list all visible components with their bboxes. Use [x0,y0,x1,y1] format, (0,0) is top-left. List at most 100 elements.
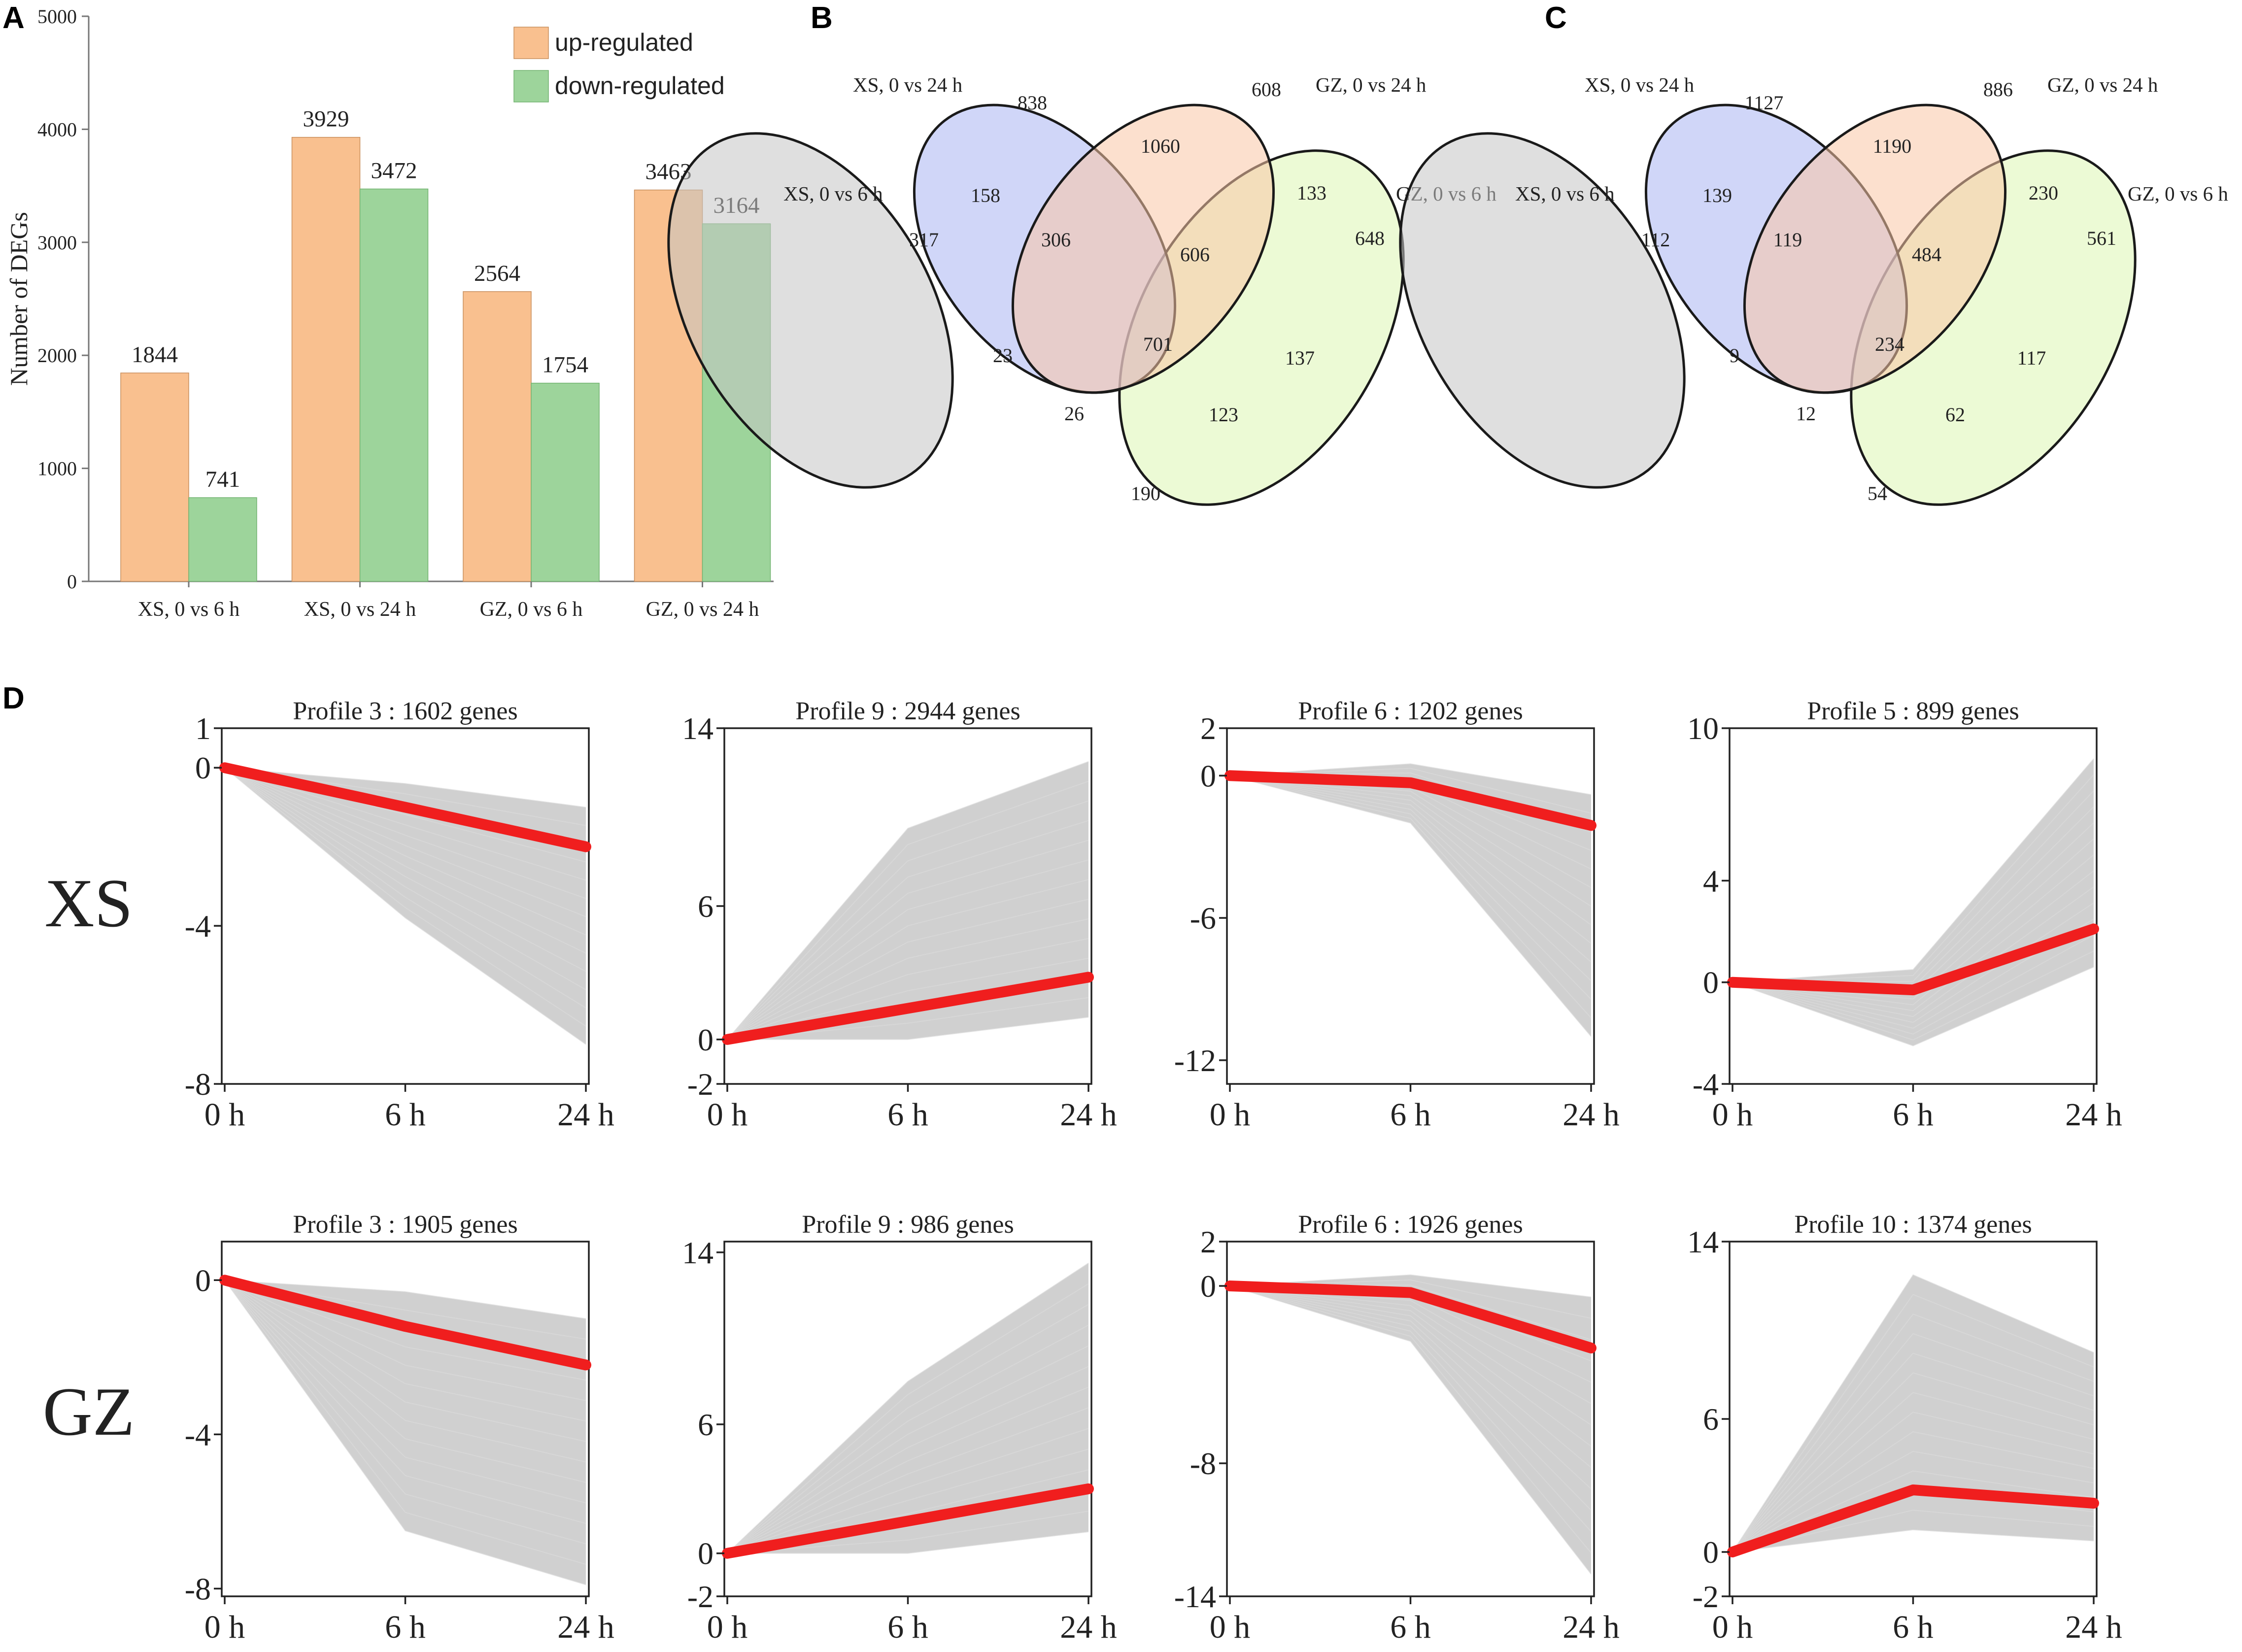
venn-region-count: 1127 [1745,92,1784,114]
venn-set-label: GZ, 0 vs 24 h [1316,73,1426,96]
gene-trajectory-line [224,1280,586,1585]
profile-chart: Profile 6 : 1202 genes 2 0 -6 -12 0 h 6 h 24 h [1174,697,1620,1133]
profile-title: Profile 3 : 1602 genes [293,697,517,725]
panel-letter-d: D [2,681,25,715]
venn-region-count: 62 [1945,404,1965,426]
gene-trajectory-line [727,918,1089,1040]
bar-down-regulated [531,382,600,582]
profile-chart: Profile 6 : 1926 genes 2 0 -8 -140 h 6 h 24 h [1174,1211,1620,1645]
gene-trajectory-line [224,1280,586,1524]
y-tick-label: 0 [195,1263,211,1298]
venn-region-count: 23 [993,344,1013,367]
venn-region-count: 606 [1180,243,1210,266]
gene-trajectory-line [1732,1510,2094,1552]
bar-value-label: 2564 [474,261,520,286]
gene-trajectory-line [224,1280,586,1381]
x-tick-label: 0 h [1210,1609,1251,1645]
bar-down-regulated [359,188,429,582]
gene-trajectory-line [1229,1285,1592,1532]
x-tick-label: 6 h [1893,1609,1934,1645]
gene-trajectory-line [224,767,586,954]
gene-trajectory-line [727,899,1089,1040]
mean-profile-line [722,972,1094,1045]
gene-trajectory-line [1732,870,2094,1011]
gene-trajectory-line [1732,1431,2094,1552]
gene-trajectory-line [224,767,586,1027]
bar-value-label: 3929 [303,106,349,132]
gene-trajectory-line [1229,775,1592,1000]
y-tick-label: 0 [698,1022,713,1057]
gene-trajectory-line [224,1280,586,1422]
y-tick-label: 4000 [37,118,77,140]
x-tick-label: 6 h [887,1609,928,1645]
y-tick-label: 1 [195,711,211,746]
gene-trajectory-line [1229,775,1592,944]
gene-trajectory-line [727,1449,1089,1554]
y-tick-label: 2000 [37,344,77,367]
gene-profile-envelope [1732,758,2094,1046]
venn-region-count: 137 [1285,347,1315,369]
x-tick-label: XS, 0 vs 24 h [304,598,416,621]
gene-trajectory-line [224,1280,586,1565]
gene-trajectory-line [727,879,1089,1040]
y-tick-label: -2 [687,1067,713,1102]
venn-set-label: XS, 0 vs 24 h [853,73,962,96]
x-tick-label: 6 h [385,1609,426,1645]
y-tick-label: 0 [698,1536,713,1571]
gene-trajectory-line [1229,775,1592,981]
mean-profile-line [1224,770,1597,831]
bar-value-label: 1844 [132,342,178,368]
profile-title: Profile 9 : 986 genes [802,1211,1014,1239]
gene-trajectory-line [1732,1313,2094,1552]
y-tick-label: -14 [1174,1579,1216,1614]
mean-profile-line [1727,923,2099,996]
y-axis-title: Number of DEGs [5,212,33,386]
gene-profile-envelope [1732,1275,2094,1552]
venn-set-ellipse [667,132,954,489]
gene-trajectory-line [727,1428,1089,1554]
bar-down-regulated [188,497,257,582]
venn-region-count: 648 [1355,227,1385,249]
venn-set-ellipse [1399,132,1686,489]
x-tick-label: 0 h [204,1097,245,1133]
gene-trajectory-line [224,1280,586,1319]
profile-chart: Profile 9 : 2944 genes 14 6 0 -20 h 6 h 24 h [682,697,1117,1133]
y-tick-label: -2 [1693,1579,1719,1614]
x-tick-label: 0 h [1712,1097,1753,1133]
venn-region-count: 886 [1983,78,2013,101]
profile-title: Profile 5 : 899 genes [1807,697,2019,725]
x-tick-label: 6 h [1893,1097,1934,1133]
gene-trajectory-line [1732,1392,2094,1552]
gene-trajectory-line [727,780,1089,1040]
bar-value-label: 3472 [371,158,417,184]
gene-trajectory-line [1229,1285,1592,1447]
gene-trajectory-line [224,767,586,899]
gene-trajectory-line [224,1280,586,1545]
venn-region-count: 234 [1875,333,1904,355]
legend-label: down-regulated [555,72,725,100]
gene-trajectory-line [224,767,586,990]
y-tick-label: 6 [698,889,713,924]
venn-region-count: 112 [1641,229,1670,251]
gene-trajectory-line [1229,1285,1592,1468]
x-tick-label: 0 h [707,1097,748,1133]
mean-profile-line [1727,1484,2099,1557]
y-tick-label: 0 [1703,1535,1719,1570]
x-tick-label: 0 h [1210,1097,1251,1133]
gene-trajectory-line [727,1283,1089,1554]
profile-chart: Profile 10 : 1374 genes 14 6 0 -20 h 6 h 24 h [1687,1211,2122,1645]
mean-profile-line [1224,1281,1597,1353]
gene-trajectory-line [1732,1412,2094,1552]
y-tick-label: 3000 [37,232,77,254]
gene-trajectory-line [727,1366,1089,1554]
profile-title: Profile 6 : 1926 genes [1298,1211,1523,1239]
venn-region-count: 158 [971,184,1000,206]
legend-swatch [513,70,549,102]
y-tick-label: 0 [1703,965,1719,1000]
gene-trajectory-line [224,767,586,808]
gene-trajectory-line [224,1280,586,1401]
gene-trajectory-line [727,1511,1089,1554]
x-tick-label: 6 h [1390,1097,1431,1133]
